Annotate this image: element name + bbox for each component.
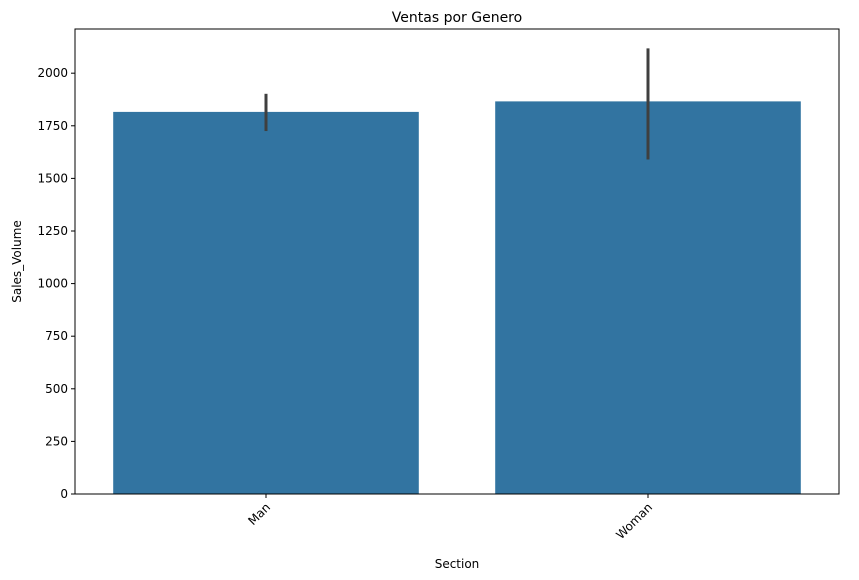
y-axis: 0 250 500 750 1000 1250 1500 1750 2000 [37, 66, 75, 501]
y-axis-label: Sales_Volume [10, 220, 24, 303]
y-tick-label: 750 [45, 329, 68, 343]
x-axis: Man Woman [245, 494, 655, 542]
plot-frame [74, 28, 840, 495]
x-axis-label: Section [435, 557, 480, 571]
y-tick-label: 0 [60, 487, 68, 501]
y-tick-label: 1750 [37, 119, 68, 133]
y-tick-label: 1500 [37, 171, 68, 185]
y-tick-label: 2000 [37, 66, 68, 80]
y-tick-label: 1000 [37, 277, 68, 291]
chart-title: Ventas por Genero [392, 10, 522, 26]
x-tick-label-man: Man [245, 500, 273, 528]
bar-man [113, 111, 419, 494]
errorbars-group [264, 48, 650, 160]
bar-woman [495, 101, 801, 494]
bars-group [113, 101, 801, 494]
y-tick-label: 1250 [37, 224, 68, 238]
y-tick-label: 250 [45, 434, 68, 448]
y-tick-label: 500 [45, 382, 68, 396]
x-tick-label-woman: Woman [613, 500, 655, 542]
